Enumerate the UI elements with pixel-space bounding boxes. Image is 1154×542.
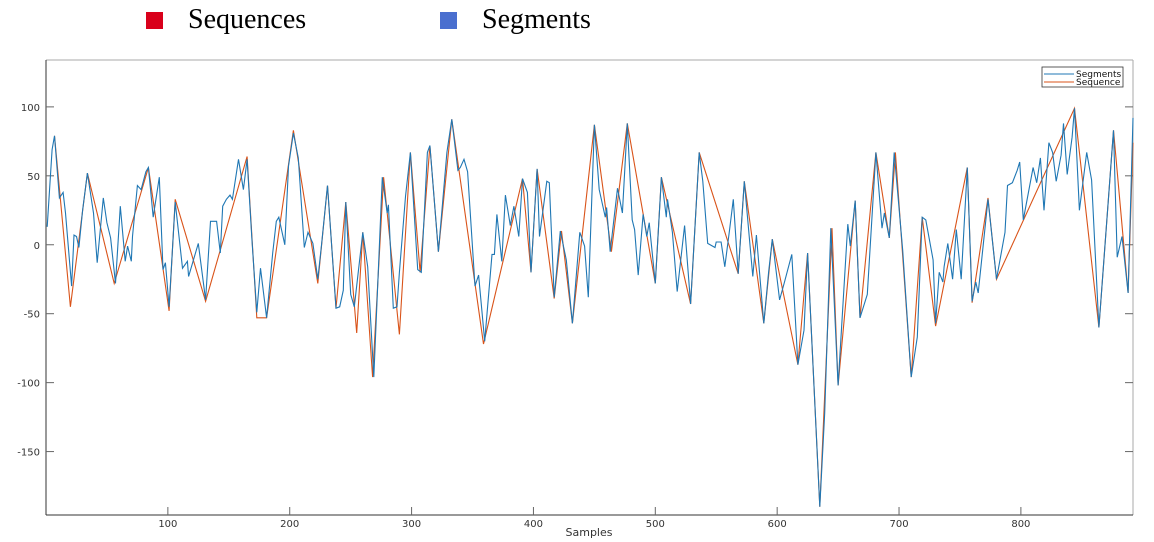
legend-item-sequences: Sequences — [146, 4, 306, 36]
legend-label-segments: Segments — [482, 4, 591, 35]
y-tick-label: 0 — [34, 241, 40, 252]
legend-label-sequences: Sequences — [188, 4, 307, 35]
y-tick-label: 100 — [21, 103, 40, 114]
x-tick-label: 500 — [646, 519, 665, 530]
x-tick-label: 600 — [768, 519, 787, 530]
x-tick-label: 800 — [1011, 519, 1030, 530]
legend-swatch-segments — [440, 11, 457, 29]
top-legend: Sequences Segments — [0, 0, 1154, 50]
series-line-sequence — [53, 106, 1134, 507]
y-tick-label: -50 — [24, 310, 40, 321]
legend-swatch-sequences — [146, 11, 163, 29]
plot-legend-label-segments: Segments — [1076, 70, 1122, 80]
x-tick-label: 100 — [158, 519, 177, 530]
y-tick-label: -150 — [17, 448, 40, 459]
x-tick-label: 400 — [524, 519, 543, 530]
legend-item-segments: Segments — [440, 4, 591, 36]
plot-legend-label-sequence: Sequence — [1076, 78, 1121, 88]
x-tick-label: 300 — [402, 519, 421, 530]
axis-ticks: 100 200 300 400 500 600 700 800100500-50-100-15… — [17, 103, 1133, 530]
x-tick-label: 700 — [889, 519, 908, 530]
plot-lines — [46, 106, 1134, 507]
x-tick-label: 200 — [280, 519, 299, 530]
series-line-segments — [46, 108, 1134, 507]
x-axis-label: Samples — [566, 526, 613, 539]
y-tick-label: -100 — [17, 379, 40, 390]
axes-frame — [45, 59, 1134, 516]
y-tick-label: 50 — [27, 172, 40, 183]
